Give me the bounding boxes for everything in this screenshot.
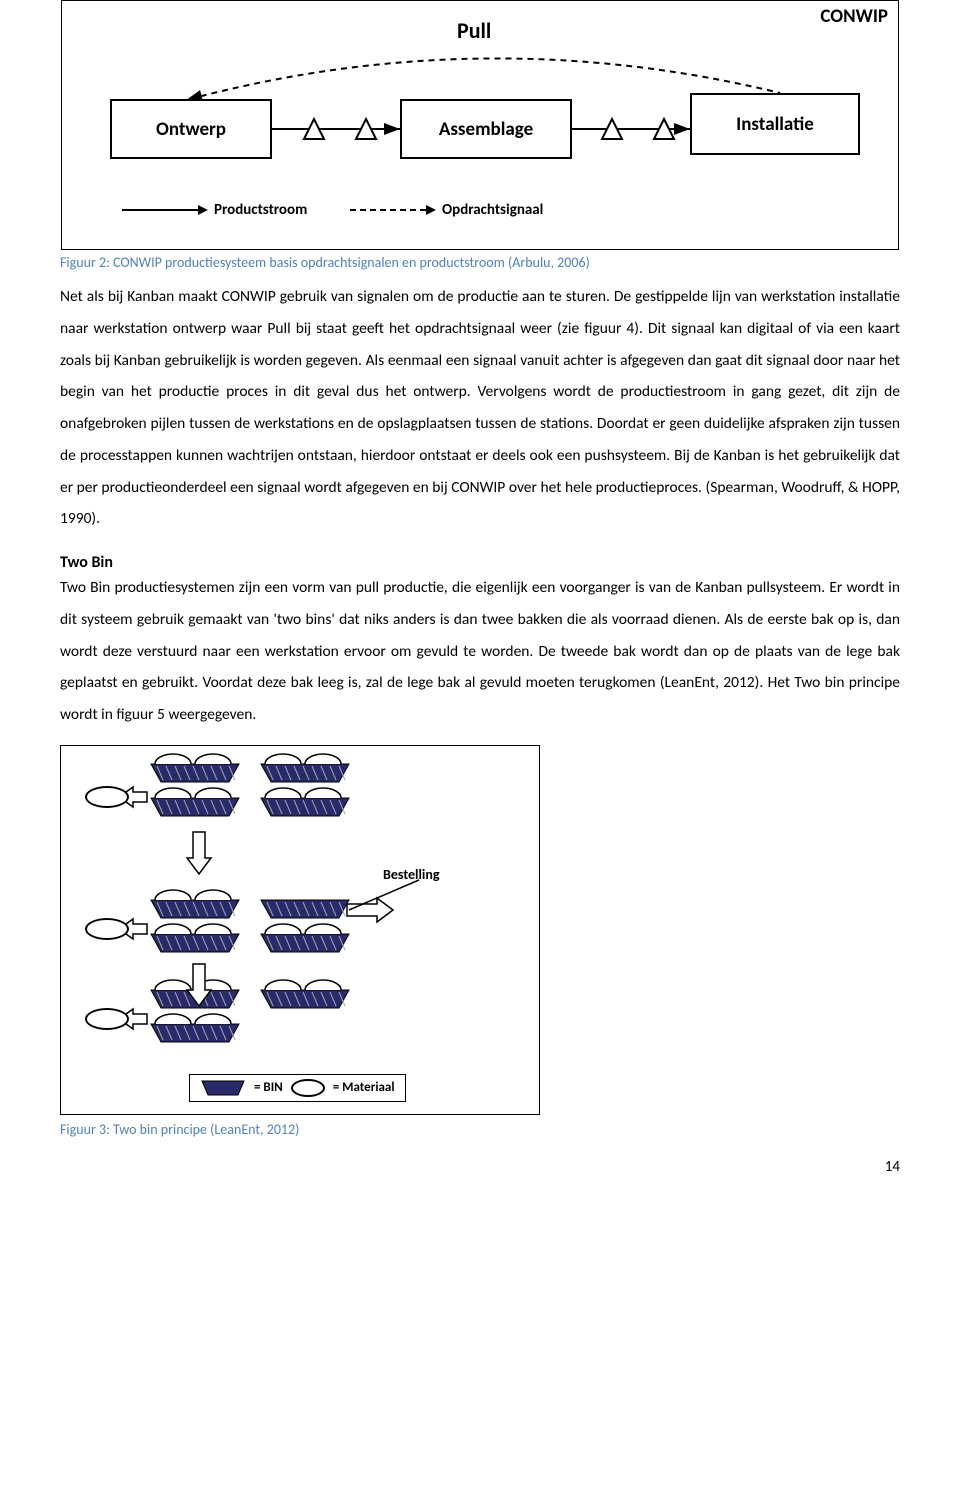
- figure-2-caption: Figuur 2: CONWIP productiesysteem basis …: [60, 254, 900, 271]
- conwip-diagram: CONWIP Pull OntwerpAssemblageInstallatie…: [61, 0, 899, 250]
- paragraph-conwip: Net als bij Kanban maakt CONWIP gebruik …: [60, 281, 900, 535]
- material-ellipse-0: [85, 786, 129, 808]
- conwip-box-2: Installatie: [690, 93, 860, 155]
- material-ellipse-2: [85, 1008, 129, 1030]
- legend-opdrachtsignaal: Opdrachtsignaal: [442, 201, 543, 219]
- paragraph-two-bin: Two Bin productiesystemen zijn een vorm …: [60, 572, 900, 731]
- page-number: 14: [60, 1158, 900, 1176]
- two-bin-legend: = BIN= Materiaal: [189, 1074, 406, 1102]
- legend-productstroom: Productstroom: [214, 201, 307, 219]
- two-bin-diagram: Bestelling = BIN= Materiaal: [60, 745, 540, 1115]
- material-ellipse-1: [85, 918, 129, 940]
- conwip-box-0: Ontwerp: [110, 99, 272, 159]
- figure-3-caption: Figuur 3: Two bin principe (LeanEnt, 201…: [60, 1121, 900, 1138]
- conwip-box-1: Assemblage: [400, 99, 572, 159]
- heading-two-bin: Two Bin: [60, 553, 900, 572]
- bestelling-label: Bestelling: [383, 866, 440, 883]
